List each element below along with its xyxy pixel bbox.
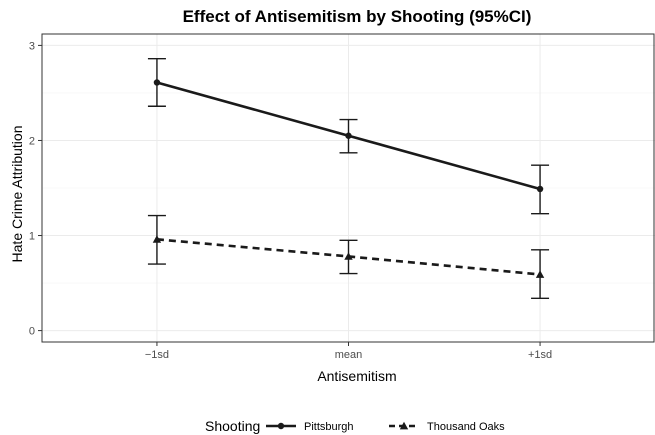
x-axis-title: Antisemitism [317, 368, 396, 384]
legend-key-marker-thousand-oaks [399, 421, 409, 430]
series-pittsburgh [147, 58, 550, 215]
chart-title: Effect of Antisemitism by Shooting (95%C… [183, 7, 532, 26]
data-point-thousand-oaks [535, 270, 545, 278]
legend-label-pittsburgh: Pittsburgh [304, 421, 354, 433]
data-point-thousand-oaks [152, 235, 162, 243]
series-thousand-oaks [147, 214, 550, 299]
x-tick-label: +1sd [528, 349, 552, 361]
legend: Shooting Pittsburgh Thousand Oaks [205, 418, 505, 434]
y-tick-label: 2 [29, 135, 35, 147]
y-axis-title: Hate Crime Attribution [9, 126, 25, 263]
data-point-pittsburgh [153, 79, 161, 86]
x-tick-label: −1sd [145, 349, 169, 361]
series-layer [147, 58, 550, 299]
y-tick-label: 0 [29, 326, 35, 338]
y-tick-label: 1 [29, 231, 35, 243]
axis-ticks: 0 1 2 3 −1sd mean +1sd [29, 40, 552, 361]
data-point-pittsburgh [345, 132, 352, 139]
legend-title: Shooting [205, 418, 260, 434]
legend-label-thousand-oaks: Thousand Oaks [427, 421, 505, 433]
data-point-thousand-oaks [344, 252, 353, 260]
legend-key-marker-pittsburgh [277, 422, 285, 430]
grid-lines [42, 34, 655, 342]
x-tick-label: mean [335, 349, 363, 361]
data-point-pittsburgh [536, 185, 544, 193]
y-tick-label: 3 [29, 40, 35, 52]
